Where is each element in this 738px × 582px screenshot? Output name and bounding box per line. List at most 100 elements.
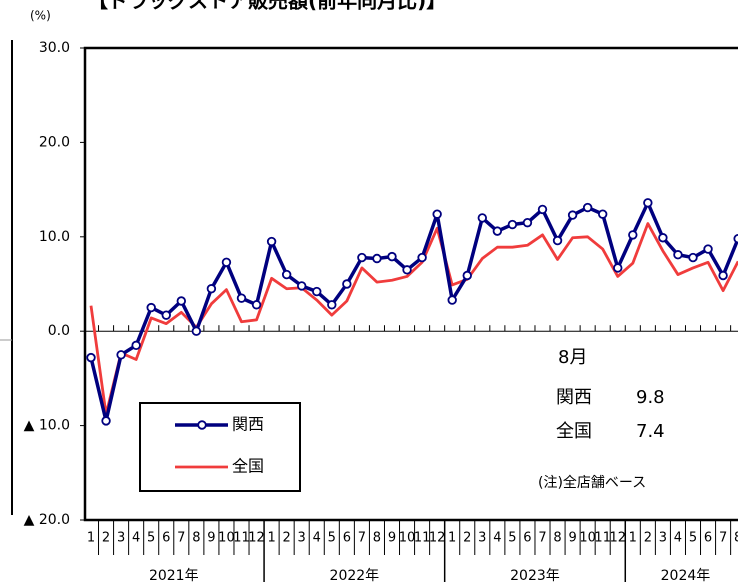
annotation-label: 関西 (556, 387, 592, 408)
x-tick-label: 8 (553, 531, 561, 546)
x-tick-label: 7 (719, 531, 727, 546)
data-point (507, 219, 518, 230)
y-tick-label: ▲ 20.0 (24, 512, 70, 528)
x-tick-label: 3 (478, 531, 486, 546)
x-tick-label: 12 (248, 531, 265, 546)
x-tick-label: 5 (689, 531, 697, 546)
x-tick-label: 5 (147, 531, 155, 546)
x-tick-label: 9 (207, 531, 215, 546)
x-tick-label: 1 (629, 531, 637, 546)
data-point (372, 253, 382, 264)
x-tick-label: 8 (373, 531, 381, 546)
y-tick-label: ▲ 10.0 (24, 418, 70, 434)
data-point (598, 209, 608, 219)
data-point (522, 217, 533, 228)
data-point (417, 252, 427, 263)
x-tick-label: 8 (734, 531, 738, 546)
chart-title: 【ドラッグストア販売額(前年同月比)】 (88, 0, 446, 13)
x-tick-label: 2 (102, 531, 110, 546)
data-point (628, 230, 638, 240)
data-point (432, 209, 442, 219)
x-tick-label: 2 (463, 531, 471, 546)
x-tick-label: 6 (343, 531, 351, 546)
x-tick-label: 1 (267, 531, 275, 546)
data-point (688, 252, 698, 263)
data-point (191, 326, 202, 336)
x-tick-label: 7 (177, 531, 185, 546)
data-point (703, 244, 713, 254)
data-point (221, 257, 232, 267)
data-point (357, 252, 367, 263)
data-point (537, 204, 548, 215)
data-point (552, 235, 563, 246)
data-point (658, 233, 668, 243)
x-tick-label: 9 (568, 531, 576, 546)
data-point (131, 340, 141, 351)
annotation-label: 全国 (556, 421, 592, 442)
x-tick-label: 1 (448, 531, 456, 546)
data-point (582, 202, 593, 213)
data-point (236, 293, 247, 303)
x-tick-label: 3 (659, 531, 667, 546)
year-label: 2021年 (149, 568, 199, 582)
y-tick-label: 30.0 (39, 40, 70, 56)
x-tick-label: 7 (538, 531, 546, 546)
legend-label: 関西 (232, 415, 264, 434)
y-unit: (%) (30, 9, 51, 23)
y-tick-label: 0.0 (48, 323, 70, 339)
x-tick-label: 10 (218, 531, 235, 546)
series-line (89, 222, 738, 416)
data-point (643, 198, 653, 208)
data-point (161, 310, 171, 320)
data-point (387, 251, 397, 262)
legend-label: 全国 (232, 457, 264, 476)
data-point (281, 269, 292, 280)
data-point (342, 279, 352, 289)
annotation-value: 9.8 (636, 387, 665, 408)
note: (注)全店舗ベース (538, 474, 646, 491)
legend-box (139, 402, 301, 492)
x-tick-label: 5 (328, 531, 336, 546)
data-point (567, 210, 578, 220)
data-point (492, 226, 503, 236)
x-tick-label: 3 (117, 531, 125, 546)
x-tick-label: 6 (523, 531, 531, 546)
year-label: 2023年 (510, 568, 560, 582)
x-tick-label: 6 (704, 531, 712, 546)
x-tick-label: 4 (493, 531, 501, 546)
x-tick-label: 6 (162, 531, 170, 546)
year-label: 2022年 (330, 568, 380, 582)
x-tick-label: 8 (192, 531, 200, 546)
series-line (89, 201, 738, 423)
legend-marker (197, 420, 207, 430)
data-point (327, 300, 337, 310)
data-point (146, 302, 156, 313)
x-tick-label: 3 (298, 531, 306, 546)
data-point (312, 286, 322, 297)
data-point (176, 296, 186, 306)
data-point (251, 300, 262, 310)
x-tick-label: 2 (283, 531, 291, 546)
x-tick-label: 1 (87, 531, 95, 546)
data-point (718, 270, 728, 281)
data-point (86, 352, 96, 363)
x-tick-label: 10 (399, 531, 416, 546)
x-tick-label: 4 (674, 531, 682, 546)
y-tick-label: 10.0 (39, 229, 70, 245)
x-tick-label: 11 (233, 531, 250, 546)
x-tick-label: 12 (429, 531, 446, 546)
x-tick-label: 11 (414, 531, 431, 546)
data-point (613, 263, 623, 273)
data-point (101, 416, 111, 426)
annotation-month: 8月 (558, 347, 587, 368)
data-point (116, 350, 126, 360)
x-tick-label: 9 (388, 531, 396, 546)
data-point (206, 284, 217, 294)
data-point (477, 213, 487, 223)
x-tick-label: 10 (579, 531, 596, 546)
x-tick-label: 11 (594, 531, 611, 546)
year-label: 2024年 (661, 568, 711, 582)
x-tick-label: 5 (508, 531, 516, 546)
x-tick-label: 2 (644, 531, 652, 546)
